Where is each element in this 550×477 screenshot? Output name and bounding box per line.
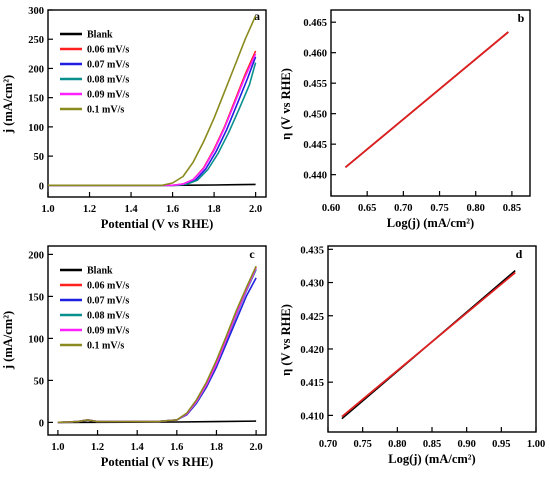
y-tick-label: 100 (28, 123, 44, 134)
x-tick-label: 1.2 (83, 204, 96, 215)
legend-label: 0.08 mV/s (87, 311, 129, 322)
x-tick-label: 1.4 (124, 204, 138, 215)
x-axis-label: Potential (V vs RHE) (101, 455, 214, 469)
legend-label: 0.09 mV/s (87, 90, 129, 101)
y-tick-label: 0.425 (300, 312, 324, 323)
panel-a-chart: 1.0 1.2 1.4 1.6 1.8 2.0 0 50 100 150 200 250 300 Pote… (1, 6, 267, 231)
x-tick-label: 1.0 (41, 204, 54, 215)
x-tick-label: 1.8 (210, 442, 223, 453)
x-tick-label: 1.2 (91, 442, 104, 453)
y-tick-label: 50 (34, 152, 45, 163)
panel-letter: b (518, 11, 525, 25)
y-tick-label: 300 (28, 6, 44, 17)
y-tick-label: 0.440 (303, 171, 327, 182)
x-axis-label: Potential (V vs RHE) (101, 217, 214, 231)
y-tick-label: 150 (28, 292, 44, 303)
series-line-0-08-mv-s (48, 62, 257, 187)
panel-d-chart: 0.70 0.75 0.80 0.85 0.90 0.95 1.00 0.410 0.415 0.… (279, 245, 545, 466)
x-tick-label: 0.85 (503, 203, 521, 214)
y-tick-label: 0.450 (303, 110, 327, 121)
x-tick-label: 0.80 (388, 439, 406, 450)
x-tick-label: 1.0 (51, 442, 64, 453)
panel-letter: a (254, 9, 260, 23)
series-line-0-06-mv-s (48, 50, 257, 187)
x-tick-label: 2.0 (249, 204, 262, 215)
legend-label: Blank (87, 30, 113, 41)
panel-b-chart: 0.60 0.65 0.70 0.75 0.80 0.85 0.440 0.445 0.450 0… (279, 9, 531, 230)
x-tick-label: 1.6 (166, 204, 179, 215)
series-line-0-1-mv-s (57, 265, 257, 424)
x-tick-label: 0.70 (319, 439, 337, 450)
y-tick-label: 0.455 (303, 79, 327, 90)
legend-label: 0.06 mV/s (87, 281, 129, 292)
x-tick-label: 0.75 (353, 439, 371, 450)
x-tick-label: 1.00 (527, 439, 545, 450)
series-line-fit (344, 31, 509, 168)
x-axis-label: Log(j) (mA/cm²) (388, 452, 475, 466)
y-tick-label: 0.415 (300, 378, 324, 389)
y-tick-label: 200 (28, 64, 44, 75)
x-tick-label: 0.60 (322, 203, 340, 214)
y-tick-label: 250 (28, 35, 44, 46)
y-axis-label: j (mA/cm²) (1, 75, 15, 134)
legend-label: 0.1 mV/s (87, 341, 124, 352)
y-axis-label: j (mA/cm²) (1, 311, 15, 370)
x-tick-label: 0.80 (467, 203, 485, 214)
x-tick-label: 0.65 (358, 203, 376, 214)
panel-letter: c (249, 247, 255, 261)
x-tick-label: 0.95 (492, 439, 510, 450)
y-tick-label: 100 (28, 334, 44, 345)
x-tick-label: 0.90 (457, 439, 475, 450)
plot-frame (47, 245, 267, 436)
plot-frame (47, 9, 267, 198)
series-line-fit (341, 271, 516, 418)
x-tick-label: 0.75 (430, 203, 448, 214)
legend-label: 0.09 mV/s (87, 326, 129, 337)
x-tick-label: 2.0 (250, 442, 263, 453)
x-tick-label: 0.70 (394, 203, 412, 214)
x-tick-label: 1.8 (208, 204, 221, 215)
panel-letter: d (516, 247, 523, 261)
y-axis-label: η (V vs RHE) (279, 304, 293, 376)
y-tick-label: 200 (28, 250, 44, 261)
plot-frame (330, 9, 531, 197)
panel-c-chart: 1.0 1.2 1.4 1.6 1.8 2.0 0 50 100 150 200 Potential … (1, 245, 267, 469)
legend-label: 0.08 mV/s (87, 75, 129, 86)
x-tick-label: 0.85 (423, 439, 441, 450)
series-line-0-07-mv-s (48, 56, 257, 187)
x-axis-label: Log(j) (mA/cm²) (387, 216, 474, 230)
y-tick-label: 0.460 (303, 49, 327, 60)
y-axis-label: η (V vs RHE) (279, 68, 293, 140)
y-tick-label: 0.410 (300, 411, 324, 422)
y-tick-label: 150 (28, 94, 44, 105)
y-tick-label: 0 (39, 418, 44, 429)
x-tick-label: 1.6 (170, 442, 183, 453)
y-tick-label: 0.420 (300, 345, 324, 356)
y-tick-label: 0.445 (303, 140, 327, 151)
y-tick-label: 0.465 (303, 18, 327, 29)
legend-label: 0.07 mV/s (87, 60, 129, 71)
x-tick-label: 1.4 (131, 442, 145, 453)
legend-label: 0.07 mV/s (87, 296, 129, 307)
y-tick-label: 0 (39, 181, 44, 192)
legend-label: 0.06 mV/s (87, 45, 129, 56)
legend-label: Blank (87, 266, 113, 277)
y-tick-label: 0.435 (300, 245, 324, 256)
series-line-0-1-mv-s (48, 15, 257, 187)
series-line-0-09-mv-s (48, 53, 257, 187)
legend-label: 0.1 mV/s (87, 105, 124, 116)
y-tick-label: 50 (34, 376, 45, 387)
y-tick-label: 0.430 (300, 279, 324, 290)
